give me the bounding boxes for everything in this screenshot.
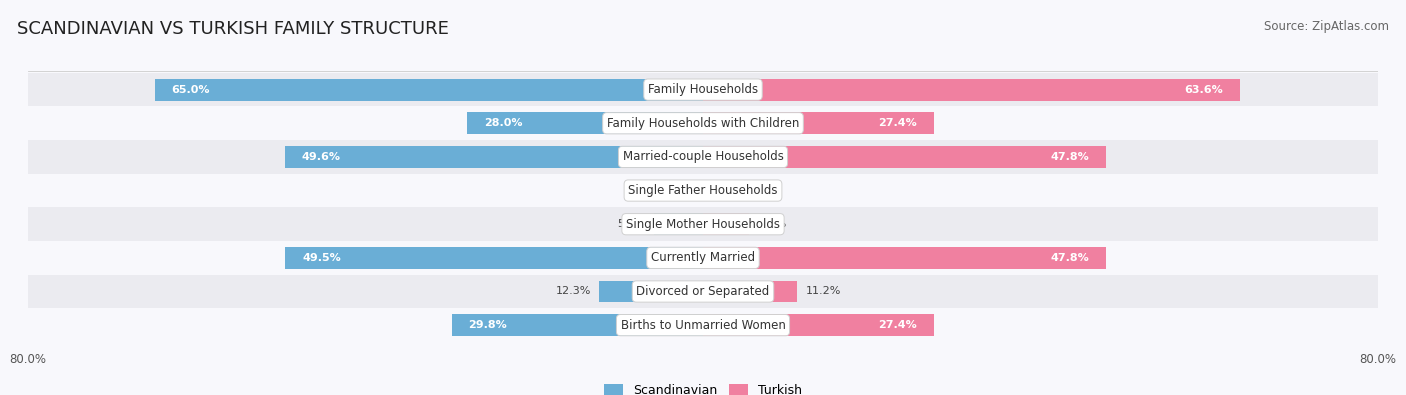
Bar [599, 280, 703, 303]
Text: 11.2%: 11.2% [806, 286, 841, 297]
Text: Family Households with Children: Family Households with Children [607, 117, 799, 130]
Text: Single Father Households: Single Father Households [628, 184, 778, 197]
Text: 5.5%: 5.5% [758, 219, 786, 229]
Text: 47.8%: 47.8% [1050, 253, 1090, 263]
Bar [467, 112, 703, 134]
Bar [28, 106, 1378, 140]
Text: 29.8%: 29.8% [468, 320, 508, 330]
Text: 2.0%: 2.0% [728, 186, 756, 196]
Text: SCANDINAVIAN VS TURKISH FAMILY STRUCTURE: SCANDINAVIAN VS TURKISH FAMILY STRUCTURE [17, 20, 449, 38]
Text: 63.6%: 63.6% [1184, 85, 1223, 95]
Text: 65.0%: 65.0% [172, 85, 209, 95]
Bar [284, 146, 703, 168]
Bar [703, 180, 720, 201]
Bar [28, 73, 1378, 106]
Bar [155, 79, 703, 101]
Bar [285, 247, 703, 269]
Bar [28, 174, 1378, 207]
Bar [703, 112, 934, 134]
Bar [28, 241, 1378, 275]
Text: Married-couple Households: Married-couple Households [623, 150, 783, 164]
Text: Divorced or Separated: Divorced or Separated [637, 285, 769, 298]
Text: Family Households: Family Households [648, 83, 758, 96]
Bar [654, 213, 703, 235]
Legend: Scandinavian, Turkish: Scandinavian, Turkish [603, 384, 803, 395]
Text: Source: ZipAtlas.com: Source: ZipAtlas.com [1264, 20, 1389, 33]
Bar [683, 180, 703, 201]
Text: 47.8%: 47.8% [1050, 152, 1090, 162]
Bar [703, 213, 749, 235]
Bar [703, 146, 1107, 168]
Bar [703, 79, 1240, 101]
Bar [703, 280, 797, 303]
Text: 12.3%: 12.3% [555, 286, 591, 297]
Text: Births to Unmarried Women: Births to Unmarried Women [620, 319, 786, 332]
Text: 27.4%: 27.4% [879, 118, 917, 128]
Text: 28.0%: 28.0% [484, 118, 522, 128]
Bar [451, 314, 703, 336]
Text: Single Mother Households: Single Mother Households [626, 218, 780, 231]
Text: Currently Married: Currently Married [651, 251, 755, 264]
Bar [703, 247, 1107, 269]
Text: 27.4%: 27.4% [879, 320, 917, 330]
Text: 5.8%: 5.8% [617, 219, 645, 229]
Text: 2.4%: 2.4% [645, 186, 675, 196]
Bar [28, 308, 1378, 342]
Text: 49.5%: 49.5% [302, 253, 342, 263]
Bar [28, 140, 1378, 174]
Bar [703, 314, 934, 336]
Text: 49.6%: 49.6% [301, 152, 340, 162]
Bar [28, 207, 1378, 241]
Bar [28, 275, 1378, 308]
